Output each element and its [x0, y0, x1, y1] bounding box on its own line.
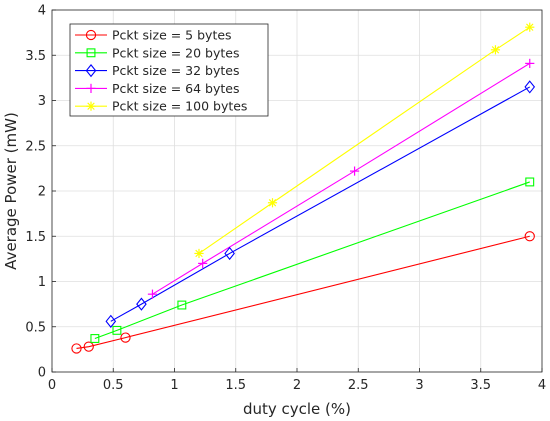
x-tick-label: 2.5 [348, 378, 369, 393]
series-line [198, 26, 531, 254]
x-tick-label: 3.5 [470, 378, 491, 393]
x-tick-label: 4 [538, 378, 546, 393]
diamond-marker [85, 63, 97, 78]
plus-marker [86, 83, 96, 93]
diamond-marker [524, 80, 536, 94]
square-marker [86, 48, 96, 58]
circle-marker [85, 29, 97, 41]
y-tick-label: 1 [38, 275, 46, 290]
asterisk-marker [194, 248, 204, 259]
plus-marker [349, 166, 360, 176]
x-axis-ticks: 0 0.5 1 1.5 2 2.5 3 3.5 4 [48, 368, 546, 393]
diamond-marker [105, 314, 117, 328]
y-axis-label: Average Power (mW) [2, 112, 20, 270]
legend: Pckt size = 5 bytes Pckt size = 20 bytes P… [69, 23, 269, 117]
y-tick-label: 3.5 [25, 49, 46, 64]
asterisk-marker [525, 22, 535, 32]
series-markers [71, 22, 536, 354]
square-marker [112, 325, 122, 335]
square-marker [525, 177, 535, 187]
y-tick-label: 1.5 [25, 230, 46, 245]
plus-marker [198, 258, 208, 268]
circle-marker [524, 231, 535, 242]
asterisk-marker [267, 198, 278, 208]
y-tick-label: 2 [38, 185, 46, 200]
square-marker [177, 300, 187, 310]
circle-marker [83, 341, 94, 352]
y-tick-label: 4 [38, 4, 46, 19]
asterisk-marker [490, 45, 501, 55]
series-line [76, 235, 530, 350]
x-tick-label: 2 [293, 378, 301, 393]
legend-entry-label: Pckt size = 64 bytes [112, 81, 240, 96]
y-tick-label: 0.5 [25, 320, 46, 335]
legend-entry-label: Pckt size = 100 bytes [112, 99, 247, 114]
legend-entry-label: Pckt size = 32 bytes [112, 63, 240, 78]
series-lines [76, 26, 531, 350]
plus-marker [525, 58, 535, 68]
x-tick-label: 0.5 [103, 378, 124, 393]
y-axis-ticks: 0 0.5 1 1.5 2 2.5 3 3.5 4 [25, 4, 56, 381]
asterisk-marker [86, 101, 96, 111]
x-tick-label: 1.5 [225, 378, 246, 393]
square-marker [90, 334, 100, 343]
y-tick-label: 0 [38, 366, 46, 381]
x-tick-label: 3 [415, 378, 423, 393]
y-tick-label: 3 [38, 94, 46, 109]
circle-marker [120, 332, 131, 343]
diamond-marker [224, 246, 235, 261]
series-line [152, 62, 531, 295]
legend-entry-label: Pckt size = 20 bytes [112, 45, 240, 60]
legend-box [69, 23, 269, 117]
series-line [110, 86, 531, 322]
y-tick-label: 2.5 [25, 139, 46, 154]
plus-marker [147, 289, 158, 299]
series-line [94, 181, 530, 340]
x-axis-label: duty cycle (%) [243, 400, 351, 418]
circle-marker [71, 343, 82, 354]
diamond-marker [136, 297, 147, 311]
x-tick-label: 0 [48, 378, 56, 393]
x-tick-label: 1 [170, 378, 178, 393]
legend-entry-label: Pckt size = 5 bytes [112, 28, 232, 43]
